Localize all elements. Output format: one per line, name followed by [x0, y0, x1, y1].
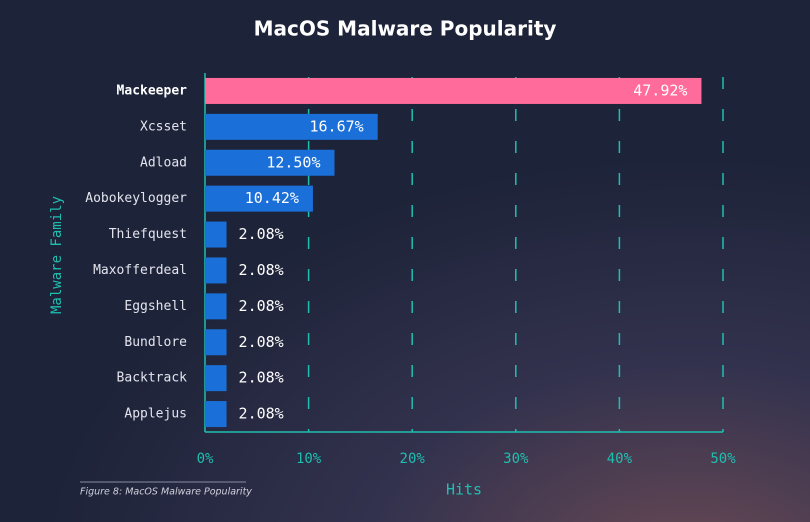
y-tick-label: Adload	[140, 155, 187, 170]
x-tick-label: 10%	[296, 451, 322, 467]
caption: Figure 8: MacOS Malware Popularity	[80, 487, 252, 498]
value-label: 2.08%	[239, 297, 284, 315]
y-tick-label: Aobokeylogger	[85, 191, 187, 206]
value-label: 2.08%	[239, 405, 284, 423]
value-label: 2.08%	[239, 261, 284, 279]
bar	[205, 365, 227, 392]
bar	[205, 149, 335, 176]
x-tick-label: 0%	[197, 451, 214, 467]
y-tick-label: Xcsset	[140, 119, 187, 134]
bar	[205, 329, 227, 356]
y-axis-label: Malware Family	[49, 196, 65, 314]
bar	[205, 293, 227, 320]
bar	[205, 401, 227, 428]
bar	[205, 257, 227, 284]
x-axis-label: Hits	[446, 481, 482, 499]
value-label: 47.92%	[633, 81, 687, 99]
value-label: 2.08%	[239, 369, 284, 387]
y-tick-label: Bundlore	[124, 335, 187, 350]
bar	[205, 221, 227, 248]
x-tick-label: 20%	[400, 451, 426, 467]
value-label: 2.08%	[239, 333, 284, 351]
value-label: 10.42%	[245, 189, 299, 207]
bar	[205, 113, 378, 140]
x-tick-label: 50%	[710, 451, 736, 467]
value-label: 12.50%	[266, 153, 320, 171]
chart-title: MacOS Malware Popularity	[254, 17, 557, 41]
bar	[205, 77, 702, 104]
x-tick-label: 40%	[607, 451, 633, 467]
y-tick-label: Eggshell	[124, 299, 187, 314]
value-label: 16.67%	[310, 117, 364, 135]
y-tick-label: Maxofferdeal	[93, 263, 187, 278]
y-tick-label: Applejus	[124, 407, 187, 422]
y-tick-label: Mackeeper	[117, 83, 188, 98]
y-tick-label: Backtrack	[117, 371, 188, 386]
x-tick-label: 30%	[503, 451, 529, 467]
y-tick-label: Thiefquest	[109, 227, 187, 242]
value-label: 2.08%	[239, 225, 284, 243]
bar	[205, 185, 313, 212]
